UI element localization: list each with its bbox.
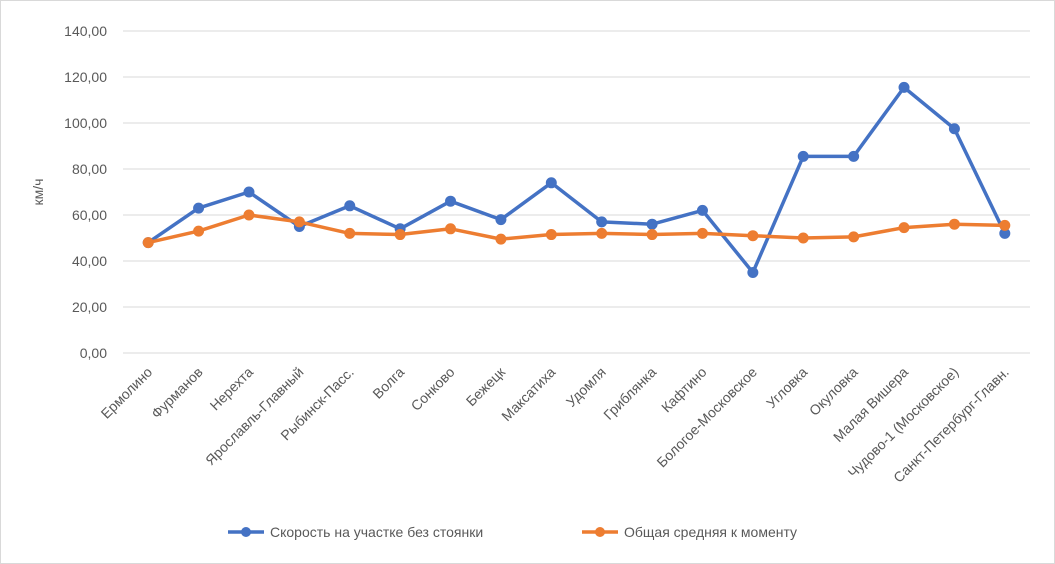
data-point [344,200,356,212]
y-tick-label: 100,00 [64,115,107,131]
x-tick-label: Сонково [408,364,458,414]
legend-swatch-marker [595,527,605,537]
x-tick-label: Удомля [563,364,609,410]
x-tick-label: Максатиха [498,364,558,424]
legend-item: Скорость на участке без стоянки [228,524,483,540]
x-tick-label: Бежецк [463,363,509,409]
legend-label: Скорость на участке без стоянки [270,524,483,540]
series-group [142,81,1011,278]
data-point [999,219,1011,231]
gridlines [123,30,1030,354]
data-point [596,227,608,239]
data-point [445,195,457,207]
data-point [344,227,356,239]
data-point [646,229,658,241]
x-tick-label: Кафтино [658,364,710,416]
data-point [495,214,507,226]
series-2 [142,209,1011,249]
x-tick-label: Угловка [763,364,810,411]
data-point [747,230,759,242]
data-point [545,229,557,241]
y-tick-label: 140,00 [64,23,107,39]
data-point [848,150,860,162]
y-tick-label: 120,00 [64,69,107,85]
data-point [747,267,759,278]
data-point [193,225,205,237]
x-tick-label: Ярославль-Главный [202,364,306,468]
data-point [243,186,255,198]
series-line [146,213,1007,245]
x-tick-label: Фурманов [148,364,206,422]
data-point [696,204,708,216]
data-point [797,150,809,162]
y-tick-label: 80,00 [72,161,107,177]
series-line [146,85,1007,275]
y-tick-label: 0,00 [80,345,107,361]
data-point [646,218,658,230]
data-point [243,209,255,221]
legend-swatch-marker [241,527,251,537]
data-point [394,229,406,241]
data-point [898,81,910,93]
data-point [797,232,809,244]
data-point [495,233,507,245]
data-point [596,216,608,228]
x-tick-label: Нерехта [207,364,257,414]
y-axis-ticks: 0,00 20,00 40,00 60,00 80,00 100,00 120,00 140,… [64,23,107,361]
data-point [898,222,910,234]
data-point [545,177,557,189]
legend: Скорость на участке без стоянки Общая сре… [228,524,797,540]
data-point [948,123,960,135]
data-point [948,218,960,230]
x-tick-label: Бологое-Московское [653,364,760,471]
legend-item: Общая средняя к моменту [582,524,797,540]
x-tick-label: Ермолино [98,364,156,422]
data-point [142,237,154,249]
legend-label: Общая средняя к моменту [624,524,797,540]
y-tick-label: 20,00 [72,299,107,315]
data-point [696,227,708,239]
data-point [848,231,860,243]
data-point [445,223,457,235]
x-tick-label: Волга [369,364,407,402]
y-tick-label: 40,00 [72,253,107,269]
series-1 [142,81,1011,278]
data-point [193,202,205,214]
x-tick-label: Гриблянка [600,364,659,423]
y-tick-label: 60,00 [72,207,107,223]
data-point [293,216,305,228]
y-axis-title: км/ч [30,179,46,206]
